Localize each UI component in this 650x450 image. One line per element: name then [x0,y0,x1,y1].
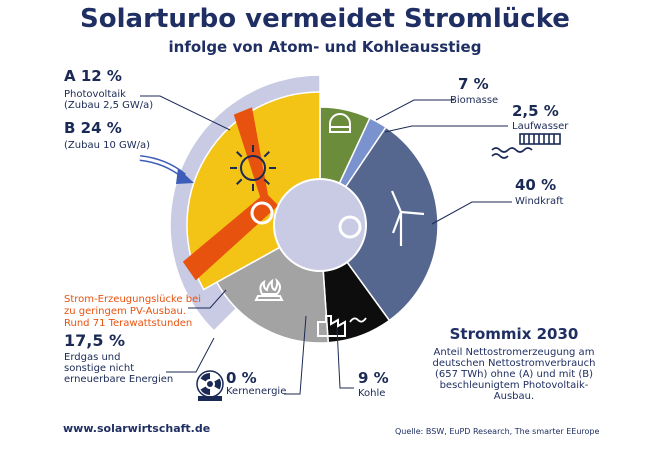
water-channel [519,133,561,145]
sun-ray [236,178,243,185]
label-wind-value: 40 % [515,176,557,194]
label-wasser-text: Laufwasser [512,121,569,132]
center-hub [273,178,367,272]
leader-kohle [336,327,354,389]
mix-desc-5: Ausbau. [493,391,535,402]
label-kern-value: 0 % [226,369,257,387]
label-kohle-text: Kohle [358,388,386,399]
leader-pv-a [140,95,231,131]
label-pv-b-text: (Zubau 10 GW/a) [64,140,151,151]
gap-text-2: zu geringem PV-Ausbau. [64,306,186,317]
radiation-base [198,396,222,401]
biomass-dome-icon [329,113,351,133]
chart-title: Solarturbo vermeidet Stromlücke [80,4,570,34]
radiation-blade [200,386,210,395]
center-ring [338,215,362,239]
label-pv-a-text: Photovoltaik [64,89,126,100]
gas-flame-icon [254,277,284,301]
leader-wind [431,201,512,225]
wind-turbine-icon [390,190,425,246]
label-gas-value: 17,5 % [64,331,126,350]
label-gas-text-3: erneuerbare Energien [64,374,174,385]
source-text: Quelle: BSW, EuPD Research, The smarter … [395,427,600,436]
label-bio-value: 7 % [458,75,489,93]
website-link[interactable]: www.solarwirtschaft.de [63,422,211,435]
leader-gas [166,337,215,373]
turbine-blade [390,190,403,213]
label-gas-text-2: sonstige nicht [64,363,135,374]
turbine-blade [391,211,403,234]
label-kohle-value: 9 % [358,369,389,387]
gap-text-1: Strom-Erzeugungslücke bei [64,294,202,305]
radiation-icon [196,370,224,401]
leader-bio [375,99,454,121]
label-wasser-value: 2,5 % [512,102,559,120]
pv-ring [250,201,274,225]
wave-1 [491,147,533,153]
arrow-head [176,168,194,184]
sun-core [240,155,266,181]
label-pv-b-value: B 24 % [64,119,122,137]
mix-desc-4: beschleunigtem Photovoltaik- [439,380,589,391]
sun-ray [263,151,270,158]
factory-icon [317,315,346,337]
sun-ray [236,151,243,158]
label-gas-text-1: Erdgas und [64,352,121,363]
label-kern-text: Kernenergie [226,386,287,397]
sun-ray [263,178,270,185]
sun-icon [230,145,276,191]
mix-desc-1: Anteil Nettostromerzeugung am [433,347,595,358]
flames [259,277,281,295]
chart-subtitle: infolge von Atom- und Kohleausstieg [168,38,482,56]
water-wave-icon [491,133,561,159]
mix-title: Strommix 2030 [449,325,579,343]
leader-wasser [384,125,508,133]
burner [254,295,284,301]
label-bio-text: Biomasse [450,95,499,106]
radiation-center [207,381,213,387]
gap-band [182,107,279,281]
factory-smoke [349,317,367,323]
turbine-blade [400,210,425,216]
mix-desc-2: deutschen Nettostromverbrauch [432,358,596,369]
mix-desc-3: (657 TWh) ohne (A) und mit (B) [434,369,593,380]
radiation-blade [200,373,210,382]
label-pv-a-text2: (Zubau 2,5 GW/a) [64,100,154,111]
radiation-blade [214,378,221,390]
leader-gap [188,289,227,309]
gap-text-3: Rund 71 Terawattstunden [64,318,193,329]
label-pv-a-value: A 12 % [64,67,122,85]
label-wind-text: Windkraft [515,196,564,207]
wave-2 [491,153,509,159]
leader-kern [284,315,307,395]
